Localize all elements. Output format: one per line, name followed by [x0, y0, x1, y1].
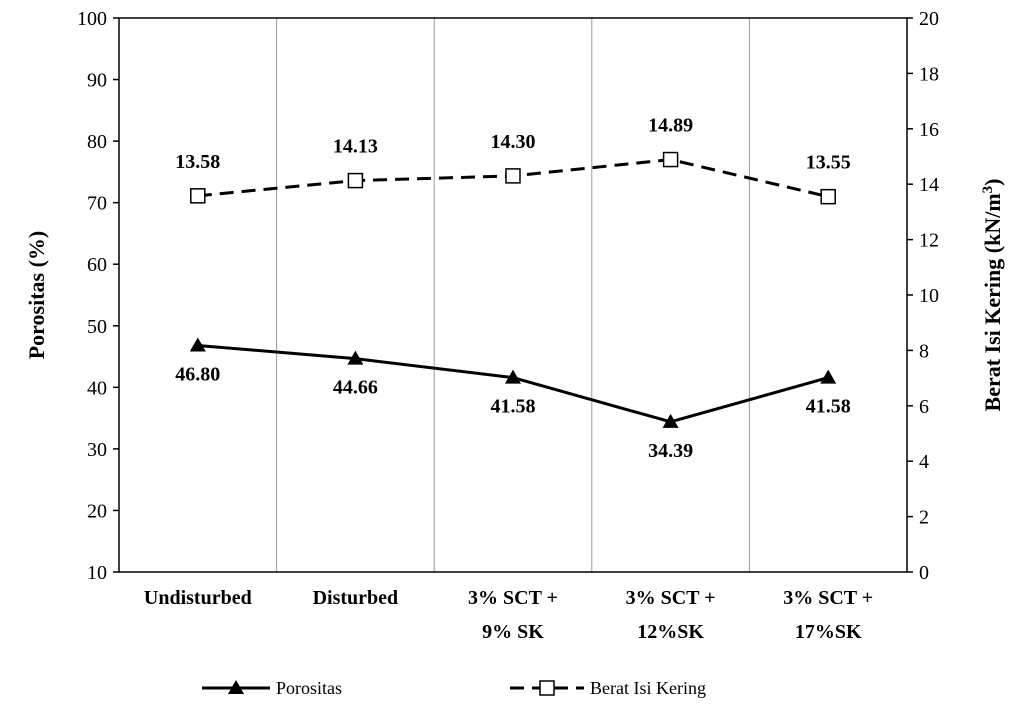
left-tick-label: 10	[87, 562, 107, 584]
legend-label-berat-isi-kering: Berat Isi Kering	[590, 678, 706, 698]
point-berat-isi-kering	[820, 188, 836, 205]
right-tick-label: 8	[919, 340, 929, 362]
left-tick-label: 40	[87, 377, 107, 399]
right-tick-label: 4	[919, 451, 929, 473]
x-tick-label: 3% SCT +	[783, 587, 873, 609]
data-label: 13.55	[806, 152, 851, 174]
point-berat-isi-kering	[347, 172, 364, 189]
point-porositas	[505, 369, 521, 384]
right-tick-label: 6	[919, 396, 929, 418]
point-berat-isi-kering	[662, 151, 679, 168]
point-porositas	[820, 369, 837, 384]
left-tick-label: 50	[87, 316, 107, 338]
legend: Porositas Berat Isi Kering	[202, 678, 706, 698]
data-label: 46.80	[175, 363, 220, 385]
point-berat-isi-kering	[190, 188, 206, 204]
right-tick-label: 10	[919, 285, 939, 307]
data-label: 41.58	[806, 396, 851, 418]
data-label: 41.58	[491, 396, 536, 418]
data-label: 14.13	[333, 136, 378, 158]
data-label: 44.66	[333, 377, 378, 399]
x-tick-label: Undisturbed	[144, 587, 252, 609]
legend-marker-porositas	[228, 680, 244, 694]
left-tick-label: 70	[87, 193, 107, 215]
legend-marker-berat-isi-kering	[539, 680, 555, 696]
series	[189, 151, 837, 428]
right-tick-label: 18	[919, 63, 939, 85]
plot-frame	[118, 17, 908, 573]
right-tick-label: 16	[919, 119, 939, 141]
right-tick-label: 0	[919, 562, 929, 584]
point-porositas	[662, 413, 679, 428]
left-tick-label: 20	[87, 500, 107, 522]
x-tick-label: 17%SK	[795, 621, 862, 643]
data-label: 14.30	[491, 131, 536, 153]
x-tick-label: 3% SCT +	[468, 587, 558, 609]
tick-labels: 10 20 30 40 50 60 70 80 90 100 0 2 4 6 8 10 12 14 16 18 20 Un…	[77, 8, 939, 643]
right-tick-label: 20	[919, 8, 939, 30]
data-label: 13.58	[175, 151, 220, 173]
data-labels: 46.80 44.66 41.58 34.39 41.58 13.58 14.13 14.30…	[175, 115, 850, 462]
left-tick-label: 90	[87, 70, 107, 92]
axis-titles: Porositas (%) Berat Isi Kering (kN/m3)	[24, 179, 1005, 412]
x-tick-label: Disturbed	[313, 587, 399, 609]
x-tick-label: 9% SK	[482, 621, 544, 643]
point-porositas	[189, 337, 206, 352]
y-left-axis-title: Porositas (%)	[24, 231, 49, 360]
left-tick-label: 80	[87, 131, 107, 153]
x-tick-label: 3% SCT +	[626, 587, 716, 609]
left-tick-label: 100	[77, 8, 107, 30]
y-right-axis-title: Berat Isi Kering (kN/m3)	[980, 179, 1005, 412]
right-tick-label: 14	[919, 174, 939, 196]
category-gridlines	[276, 18, 750, 572]
legend-label-porositas: Porositas	[276, 678, 342, 698]
right-tick-label: 12	[919, 230, 939, 252]
point-berat-isi-kering	[505, 168, 521, 184]
data-label: 34.39	[648, 440, 693, 462]
x-tick-label: 12%SK	[637, 621, 704, 643]
axes	[113, 17, 913, 573]
data-label: 14.89	[648, 115, 693, 137]
right-tick-label: 2	[919, 507, 929, 529]
point-porositas	[347, 350, 364, 365]
left-tick-label: 30	[87, 439, 107, 461]
left-tick-label: 60	[87, 254, 107, 276]
